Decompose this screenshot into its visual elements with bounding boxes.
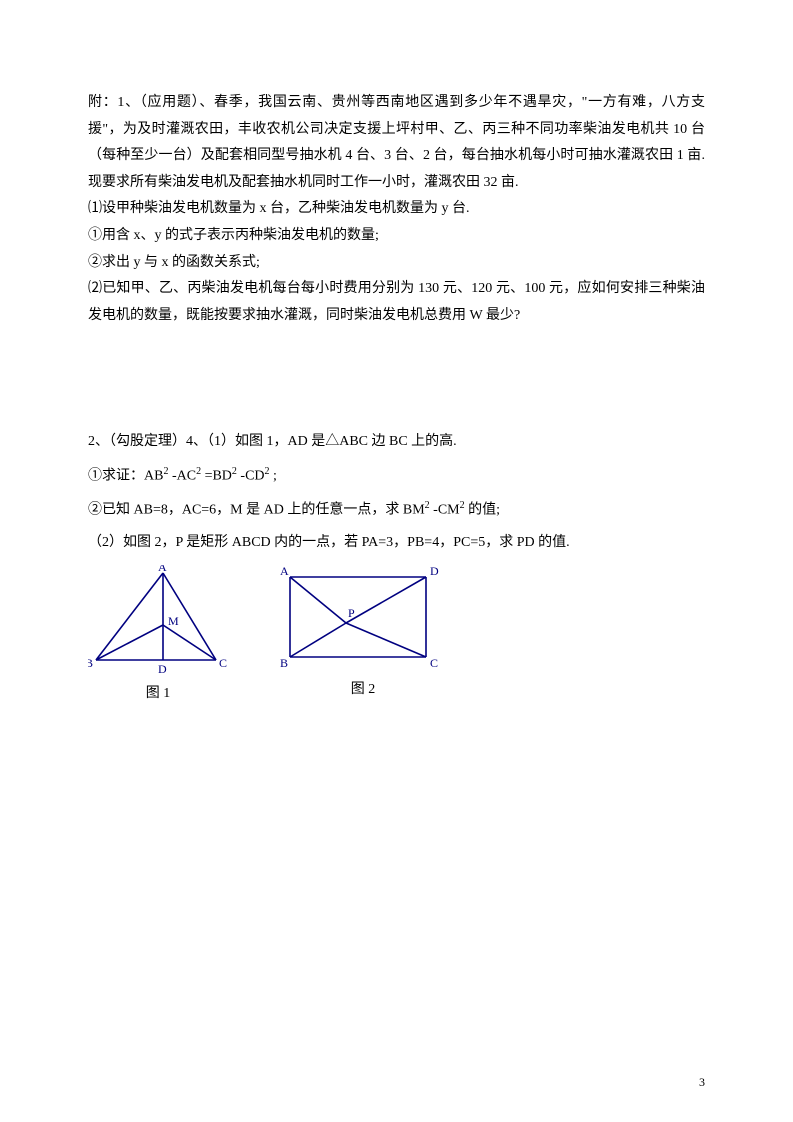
p2-frag: -AC [168, 469, 196, 484]
p2-line2: ①求证：AB2 -AC2 =BD2 -CD2 ; [88, 462, 705, 490]
p2-frag: =BD [201, 469, 232, 484]
problem-2-text: 2、（勾股定理）4、（1）如图 1，AD 是△ABC 边 BC 上的高. ①求证… [88, 429, 705, 557]
p1-line: ⑴设甲种柴油发电机数量为 x 台，乙种柴油发电机数量为 y 台. [88, 196, 705, 223]
p2-frag: ; [270, 469, 277, 484]
p1-line: 附：1、（应用题）、春季，我国云南、贵州等西南地区遇到多少年不遇旱灾，"一方有难… [88, 90, 705, 196]
p2-frag: -CM [430, 503, 460, 518]
problem-1-text: 附：1、（应用题）、春季，我国云南、贵州等西南地区遇到多少年不遇旱灾，"一方有难… [88, 90, 705, 329]
p2-line1: 2、（勾股定理）4、（1）如图 1，AD 是△ABC 边 BC 上的高. [88, 429, 705, 456]
p2-frag: -CD [237, 469, 265, 484]
svg-text:B: B [88, 656, 93, 670]
p1-line: ②求出 y 与 x 的函数关系式; [88, 250, 705, 277]
figure-1-label: 图 1 [146, 681, 171, 708]
p1-line: ①用含 x、y 的式子表示丙种柴油发电机的数量; [88, 223, 705, 250]
figure-1-svg: A B C D M [88, 565, 228, 677]
p2-frag: ①求证：AB [88, 469, 163, 484]
figure-2-svg: A B C D P [278, 565, 448, 673]
figure-2-block: A B C D P 图 2 [278, 565, 448, 704]
svg-text:D: D [158, 662, 167, 676]
svg-text:P: P [348, 606, 355, 620]
svg-text:M: M [168, 614, 179, 628]
p2-line4: （2）如图 2，P 是矩形 ABCD 内的一点，若 PA=3，PB=4，PC=5… [88, 530, 705, 557]
vertical-spacer [88, 329, 705, 429]
svg-text:C: C [219, 656, 227, 670]
figures-row: A B C D M 图 1 A B C D P 图 2 [88, 565, 705, 708]
svg-text:D: D [430, 565, 439, 578]
svg-text:B: B [280, 656, 288, 670]
figure-2-label: 图 2 [351, 677, 376, 704]
page-number: 3 [699, 1071, 705, 1094]
svg-text:C: C [430, 656, 438, 670]
figure-1-block: A B C D M 图 1 [88, 565, 228, 708]
svg-text:A: A [280, 565, 289, 578]
p2-line3: ②已知 AB=8，AC=6，M 是 AD 上的任意一点，求 BM2 -CM2 的… [88, 496, 705, 524]
p2-frag: ②已知 AB=8，AC=6，M 是 AD 上的任意一点，求 BM [88, 503, 425, 518]
svg-text:A: A [158, 565, 167, 574]
p2-frag: 的值; [465, 503, 500, 518]
p1-line: ⑵已知甲、乙、丙柴油发电机每台每小时费用分别为 130 元、120 元、100 … [88, 276, 705, 329]
